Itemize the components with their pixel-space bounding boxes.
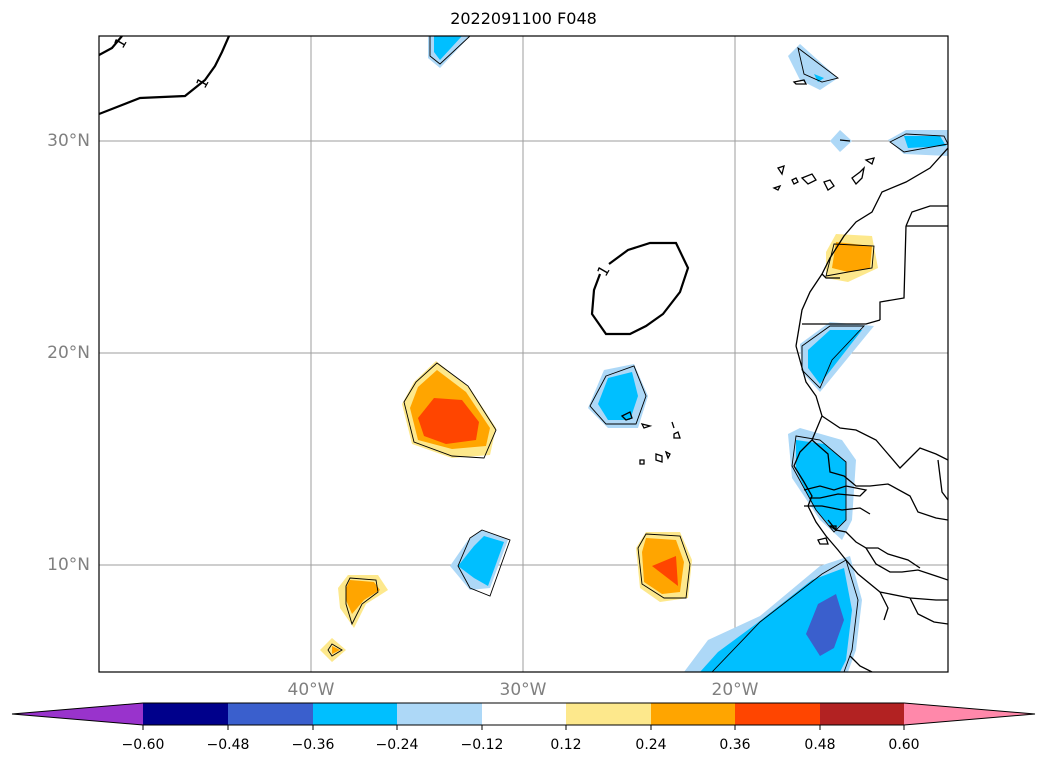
lat-label-10N: 10°N — [47, 555, 90, 575]
colorbar-tick-label: −0.24 — [375, 737, 419, 753]
colorbar-ticks — [142, 725, 905, 730]
lat-label-20N: 20°N — [47, 343, 90, 363]
lon-label-30W: 30°W — [499, 680, 547, 700]
positive-area-core — [418, 398, 479, 444]
negative-area-inner — [434, 36, 462, 60]
negative-area-inner — [458, 536, 504, 586]
colorbar-tick-label: 0.48 — [804, 737, 836, 753]
positive-area-mid — [832, 242, 872, 272]
colorbar-tick-label: −0.60 — [121, 737, 165, 753]
negative-area-inner — [796, 440, 846, 530]
filled-contours — [320, 36, 948, 672]
negative-area-outer — [830, 130, 852, 152]
negative-area-core — [806, 594, 844, 656]
colorbar-tick-label: 0.24 — [635, 737, 667, 753]
colorbar-extend-high — [904, 703, 1035, 725]
positive-area-core — [652, 556, 678, 586]
colorbar-tick-label: −0.36 — [291, 737, 335, 753]
negative-area-outer — [788, 44, 838, 90]
colorbar-swatch — [651, 703, 735, 725]
colorbar-tick-label: 0.36 — [719, 737, 751, 753]
contour-lines — [327, 36, 948, 672]
colorbar-swatch — [820, 703, 904, 725]
negative-area-inner — [904, 136, 946, 148]
lon-label-20W: 20°W — [711, 680, 759, 700]
lon-label-40W: 40°W — [287, 680, 335, 700]
colorbar-tick-label: −0.12 — [460, 737, 504, 753]
map-title: 2022091100 F048 — [450, 9, 597, 28]
colorbar-swatch — [313, 703, 397, 725]
coastlines — [793, 147, 948, 672]
islands — [620, 79, 875, 545]
colorbar-tick-label: −0.48 — [206, 737, 250, 753]
colorbar-swatch — [566, 703, 651, 725]
positive-area-mid — [346, 580, 380, 614]
colorbar-extend-low — [12, 703, 143, 725]
colorbar-swatch — [228, 703, 313, 725]
colorbar-swatch — [397, 703, 482, 725]
colorbar-swatch — [143, 703, 228, 725]
lat-label-30N: 30°N — [47, 131, 90, 151]
colorbar-tick-label: 0.12 — [550, 737, 582, 753]
colorbar — [11, 702, 1036, 730]
colorbar-swatch — [482, 703, 566, 725]
colorbar-tick-label: 0.60 — [888, 737, 920, 753]
negative-area-inner — [814, 74, 824, 82]
thick-contour — [99, 36, 690, 336]
positive-area-mid — [332, 646, 340, 654]
map-frame — [98, 35, 949, 673]
negative-area-inner — [598, 372, 638, 420]
colorbar-swatch — [735, 703, 820, 725]
